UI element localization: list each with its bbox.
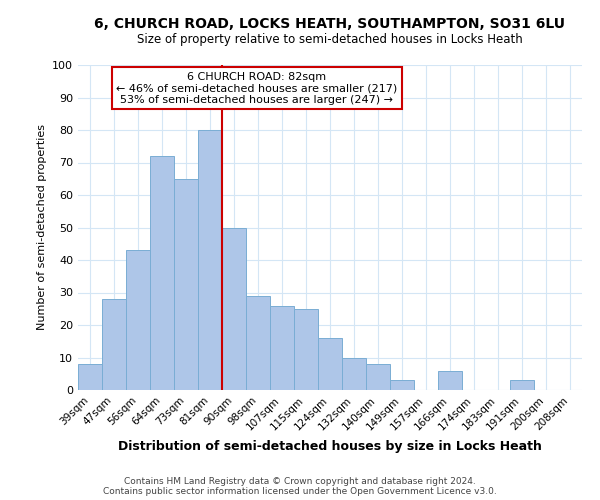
Text: Contains public sector information licensed under the Open Government Licence v3: Contains public sector information licen…: [103, 488, 497, 496]
Bar: [318, 338, 342, 390]
Text: Contains HM Land Registry data © Crown copyright and database right 2024.: Contains HM Land Registry data © Crown c…: [124, 478, 476, 486]
Bar: [174, 179, 198, 390]
Bar: [198, 130, 222, 390]
Y-axis label: Number of semi-detached properties: Number of semi-detached properties: [37, 124, 47, 330]
Text: 6, CHURCH ROAD, LOCKS HEATH, SOUTHAMPTON, SO31 6LU: 6, CHURCH ROAD, LOCKS HEATH, SOUTHAMPTON…: [95, 18, 566, 32]
Bar: [222, 228, 246, 390]
Bar: [270, 306, 294, 390]
Bar: [390, 380, 414, 390]
Text: Size of property relative to semi-detached houses in Locks Heath: Size of property relative to semi-detach…: [137, 32, 523, 46]
Text: 6 CHURCH ROAD: 82sqm
← 46% of semi-detached houses are smaller (217)
53% of semi: 6 CHURCH ROAD: 82sqm ← 46% of semi-detac…: [116, 72, 398, 104]
Bar: [126, 250, 150, 390]
Bar: [366, 364, 390, 390]
Bar: [246, 296, 270, 390]
Bar: [342, 358, 366, 390]
Bar: [150, 156, 174, 390]
Bar: [510, 380, 534, 390]
Bar: [78, 364, 102, 390]
Bar: [102, 299, 126, 390]
Bar: [438, 370, 462, 390]
X-axis label: Distribution of semi-detached houses by size in Locks Heath: Distribution of semi-detached houses by …: [118, 440, 542, 453]
Bar: [294, 308, 318, 390]
